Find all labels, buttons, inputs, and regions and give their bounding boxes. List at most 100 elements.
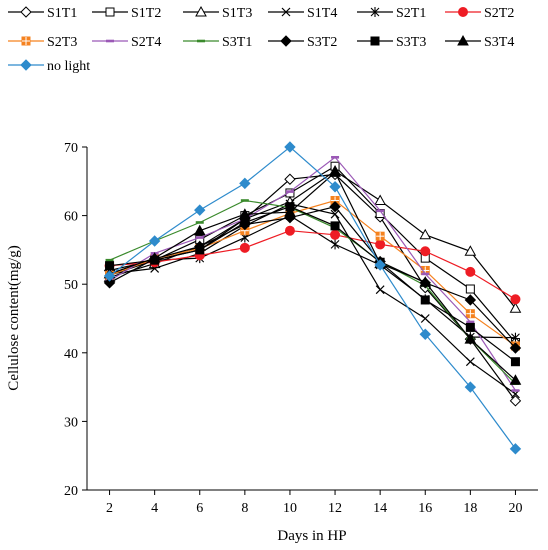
x-axis-title: Days in HP (277, 528, 346, 544)
data-point-s2t2 (510, 294, 521, 305)
y-axis-title: Cellulose content(mg/g) (6, 245, 22, 390)
data-point-no-light (103, 270, 116, 282)
data-point-s2t4 (285, 190, 294, 193)
data-point-s1t3 (509, 302, 522, 313)
legend-marker (457, 34, 469, 46)
data-point-s2t4 (331, 155, 340, 159)
series-line-s1t2 (109, 165, 516, 343)
data-point-s1t4 (420, 314, 430, 323)
data-point-no-light (509, 443, 522, 455)
data-point-no-light (419, 328, 431, 340)
series-line-s3t4 (109, 171, 516, 381)
ticks: 20 30 40 50 60 70 2 4 6 8 10 12 14 16 18 20 (64, 141, 522, 516)
x-tick-label: 4 (151, 501, 158, 516)
series-line-s2t3 (109, 199, 516, 347)
data-point-s3t4 (284, 206, 296, 217)
legend-item-s2t3: S2T3 (8, 35, 77, 50)
x-tick-label: 10 (283, 501, 297, 516)
data-point-s3t1 (195, 221, 204, 224)
data-point-s1t4 (465, 357, 475, 367)
data-point-no-light (148, 235, 161, 247)
series-line-no-light (109, 146, 516, 450)
legend-marker (20, 6, 32, 18)
series-no-light (103, 141, 522, 455)
series-s1t3 (103, 164, 522, 313)
data-point-s3t4 (193, 224, 206, 236)
series-line-s1t1 (109, 173, 516, 402)
data-point-s3t4 (464, 333, 477, 344)
data-point-s2t1 (330, 239, 340, 250)
axes (86, 147, 538, 491)
data-point-s2t3 (375, 231, 385, 241)
data-point-s2t2 (375, 239, 386, 250)
legend-label: S3T2 (307, 35, 337, 50)
legend-item-s1t3: S1T3 (183, 5, 252, 21)
legend-label: S2T1 (396, 6, 426, 21)
data-point-s3t2 (509, 342, 522, 354)
data-point-no-light (374, 259, 386, 271)
y-tick-label: 60 (64, 210, 78, 225)
data-point-s3t4 (148, 252, 161, 263)
data-point-no-light (284, 141, 296, 153)
data-point-no-light (239, 177, 251, 190)
legend-label: S2T2 (484, 6, 514, 21)
data-point-s3t4 (239, 208, 251, 219)
data-point-s2t2 (330, 229, 341, 240)
data-point-s3t3 (240, 217, 250, 227)
data-point-s1t1 (284, 173, 296, 185)
legend-item-s2t1: S2T1 (357, 6, 426, 21)
series-s3t1 (105, 199, 520, 385)
data-point-s3t3 (465, 322, 475, 332)
legend-marker (370, 36, 380, 46)
data-point-s2t4 (421, 272, 430, 276)
data-point-s2t4 (195, 236, 204, 239)
y-tick-label: 50 (64, 278, 78, 293)
legend-marker (106, 39, 114, 43)
data-point-s1t3 (419, 228, 432, 240)
series-layer (103, 141, 522, 455)
data-point-s1t4 (330, 209, 340, 219)
data-point-s3t3 (330, 221, 340, 231)
y-tick-label: 40 (64, 347, 78, 362)
legend-label: no light (47, 59, 90, 74)
legend-item-s2t2: S2T2 (445, 6, 514, 21)
data-point-s3t1 (105, 258, 114, 262)
legend-label: S3T1 (222, 35, 252, 50)
data-point-s3t1 (240, 199, 249, 202)
legend-label: S3T4 (484, 35, 514, 50)
legend-label: S3T3 (396, 35, 426, 50)
series-s2t2 (104, 225, 521, 305)
x-tick-label: 18 (463, 501, 477, 516)
legend-marker (281, 7, 291, 17)
y-tick-label: 30 (64, 415, 78, 430)
legend-label: S1T2 (131, 6, 161, 21)
legend-item-s3t1: S3T1 (183, 35, 252, 50)
data-point-s3t2 (329, 200, 341, 213)
series-s3t2 (103, 200, 522, 354)
legend-marker (195, 5, 207, 17)
data-point-s2t2 (465, 266, 476, 277)
data-point-s3t3 (420, 295, 430, 305)
data-point-s3t4 (329, 166, 341, 177)
legend-label: S1T1 (47, 6, 77, 21)
legend-item-s1t4: S1T4 (268, 6, 337, 21)
series-line-s1t4 (109, 203, 516, 395)
series-s3t3 (105, 202, 520, 367)
legend: S1T1 S1T2 S1T3 S1T4 S2T1 S2T2 S2T3 S2T4 S3T1 S3T2… (8, 5, 514, 74)
data-point-no-light (194, 204, 206, 216)
legend-marker (458, 7, 468, 17)
x-tick-label: 14 (373, 501, 387, 516)
data-point-s3t2 (464, 294, 477, 306)
y-tick-label: 20 (64, 484, 78, 499)
y-tick-label: 70 (64, 141, 78, 156)
series-line-s2t4 (109, 156, 517, 391)
legend-marker (21, 36, 31, 46)
legend-label: S1T3 (222, 6, 252, 21)
x-tick-label: 2 (106, 501, 113, 516)
legend-item-s1t2: S1T2 (92, 6, 161, 21)
series-s2t4 (105, 155, 520, 392)
data-point-s2t4 (511, 389, 520, 392)
legend-label: S2T4 (131, 35, 161, 50)
legend-item-s1t1: S1T1 (8, 6, 77, 21)
data-point-s2t3 (465, 309, 475, 319)
